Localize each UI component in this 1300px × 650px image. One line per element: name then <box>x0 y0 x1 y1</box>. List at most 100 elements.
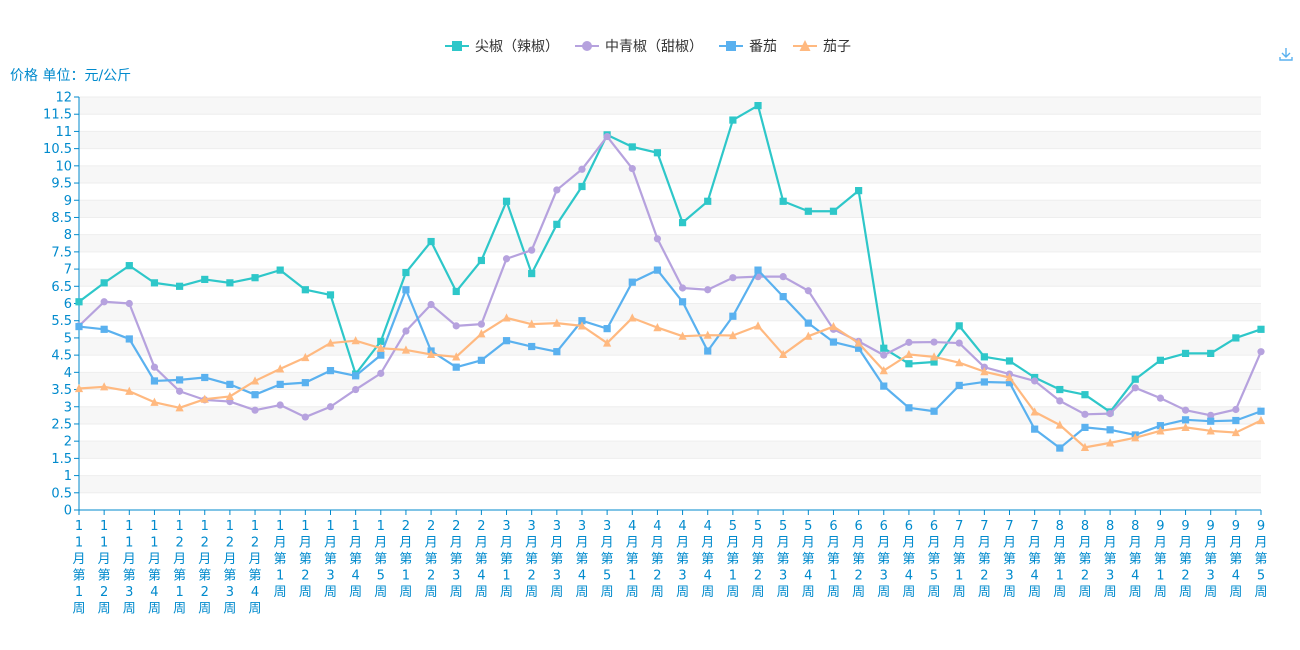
data-point <box>351 336 360 345</box>
download-icon[interactable] <box>1277 45 1295 63</box>
y-tick-label: 7 <box>64 263 72 278</box>
x-tick-label: 1 1 月第 3 周 <box>123 519 136 617</box>
legend-label: 茄子 <box>823 38 851 55</box>
y-tick-label: 8.5 <box>51 211 72 226</box>
x-tick-label: 1 月第 1 周 <box>274 519 287 600</box>
x-tick-label: 1 2 月第 3 周 <box>223 519 236 617</box>
data-point <box>1056 385 1064 394</box>
series-line <box>78 269 1262 450</box>
data-point <box>74 383 84 393</box>
data-point <box>678 284 687 292</box>
grid-band <box>79 97 1261 115</box>
data-point <box>377 369 385 377</box>
x-tick-label: 4 月第 3 周 <box>676 519 689 600</box>
data-point <box>250 376 260 385</box>
data-point <box>1232 334 1240 342</box>
data-point <box>1256 415 1266 425</box>
data-point <box>150 377 159 385</box>
data-point <box>452 41 462 51</box>
data-point <box>930 338 938 346</box>
data-point <box>880 382 888 390</box>
grid-band <box>79 131 1261 149</box>
data-point <box>100 279 108 287</box>
legend-item[interactable]: 番茄 <box>719 38 777 55</box>
data-point <box>799 40 811 51</box>
data-point <box>678 298 687 306</box>
series <box>74 313 1266 451</box>
x-tick-label: 6 月第 1 周 <box>827 519 840 600</box>
data-point <box>251 391 259 399</box>
data-point <box>376 343 385 352</box>
x-tick-label: 5 月第 3 周 <box>777 519 790 600</box>
grid-band <box>79 458 1261 476</box>
x-tick-label: 5 月第 2 周 <box>752 519 765 600</box>
data-point <box>678 331 687 340</box>
data-point <box>452 322 460 330</box>
data-point <box>1207 349 1215 358</box>
data-point <box>100 298 108 306</box>
data-point <box>729 116 737 124</box>
data-point <box>326 338 335 347</box>
data-point <box>1056 444 1064 452</box>
data-point <box>1257 348 1265 356</box>
y-tick-label: 8 <box>64 228 72 243</box>
data-point <box>477 256 485 265</box>
data-point <box>100 325 108 333</box>
legend-item[interactable]: 中青椒（甜椒） <box>575 39 703 55</box>
y-tick-label: 9.5 <box>51 177 72 192</box>
data-point <box>200 394 209 403</box>
data-point <box>301 286 309 294</box>
data-point <box>401 345 411 354</box>
data-point <box>125 335 133 343</box>
x-tick-label: 3 月第 5 周 <box>601 519 614 600</box>
grid-band <box>79 492 1261 510</box>
legend-item[interactable]: 茄子 <box>793 38 851 55</box>
data-point <box>779 273 787 281</box>
x-tick-label: 2 月第 1 周 <box>399 519 412 600</box>
x-tick-label: 7 月第 1 周 <box>953 519 966 600</box>
y-tick-label: 0 <box>64 504 72 519</box>
y-tick-label: 3.5 <box>51 383 72 398</box>
data-point <box>603 132 611 141</box>
legend-label: 尖椒（辣椒） <box>475 39 559 55</box>
data-point <box>502 313 511 322</box>
data-point <box>226 279 234 287</box>
x-tick-label: 9 月第 4 周 <box>1229 519 1242 600</box>
data-point <box>582 41 592 51</box>
data-point <box>528 246 536 254</box>
x-tick-label: 7 月第 3 周 <box>1003 519 1016 600</box>
data-point <box>729 312 737 320</box>
data-point <box>1257 407 1265 415</box>
data-point <box>452 287 460 296</box>
x-tick-label: 9 月第 5 周 <box>1254 519 1267 600</box>
data-point <box>955 339 963 347</box>
data-point <box>1081 391 1089 399</box>
legend-label: 番茄 <box>749 38 777 55</box>
legend-item[interactable]: 尖椒（辣椒） <box>445 39 559 55</box>
legend: 尖椒（辣椒） 中青椒（甜椒） 番茄 茄子 <box>445 38 851 55</box>
data-point <box>703 330 712 339</box>
x-tick-label: 1 月第 2 周 <box>299 519 312 600</box>
data-point <box>502 255 511 263</box>
data-point <box>578 182 586 191</box>
grid-band <box>79 337 1261 356</box>
data-point <box>75 322 83 331</box>
data-point <box>728 330 737 340</box>
x-axis: 1 1 月第 1 周 1 1 月第 2 周 1 1 月第 3 周 1 1 月第 4 周 1 2 月第 1 周 1 2 月第 2 周 1 2 月第… <box>72 509 1268 617</box>
data-point <box>377 351 385 359</box>
data-point <box>477 356 485 364</box>
data-point <box>352 385 360 394</box>
data-point <box>150 363 159 371</box>
grid-band <box>79 200 1261 218</box>
data-point <box>1056 397 1064 405</box>
data-point <box>779 349 788 359</box>
data-point <box>678 219 687 227</box>
data-point <box>578 317 586 325</box>
data-point <box>980 367 989 376</box>
grid-band <box>79 183 1261 201</box>
grid-band <box>79 303 1261 321</box>
data-point <box>1031 377 1039 385</box>
y-tick-label: 6.5 <box>51 280 72 295</box>
x-tick-label: 1 2 月第 1 周 <box>173 519 186 617</box>
y-tick-label: 10 <box>55 159 72 174</box>
